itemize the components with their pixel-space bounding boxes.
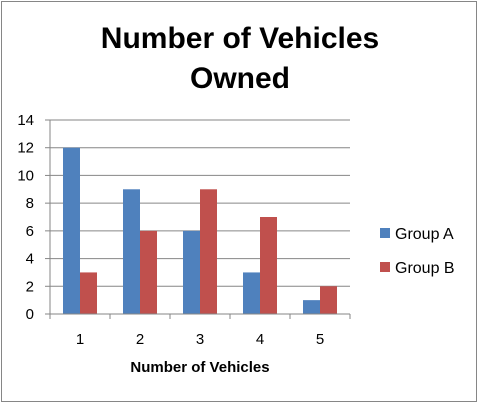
x-tick-label: 5 — [316, 331, 324, 348]
gridlines — [50, 119, 350, 287]
bar-group-b-5 — [320, 286, 337, 314]
bar-group-b-1 — [80, 272, 97, 314]
bar-group-a-4 — [243, 272, 260, 314]
bar-group-b-2 — [140, 230, 157, 314]
legend-label: Group A — [395, 226, 454, 243]
y-tick-label: 10 — [17, 167, 34, 184]
x-tick-label: 1 — [76, 331, 84, 348]
bar-group-a-3 — [183, 230, 200, 314]
y-tick-label: 14 — [17, 112, 34, 129]
bar-group-a-2 — [123, 189, 140, 314]
bar-group-a-5 — [303, 300, 320, 314]
bar-group-b-4 — [260, 217, 277, 314]
x-axis-label: Number of Vehicles — [130, 359, 269, 376]
y-tick-label: 8 — [26, 195, 34, 212]
y-tick-label: 6 — [26, 223, 34, 240]
x-axis: 1 2 3 4 5 — [49, 120, 351, 348]
chart-title-line-1: Number of Vehicles — [101, 22, 379, 55]
y-tick-label: 2 — [26, 278, 34, 295]
legend-label: Group B — [395, 260, 455, 277]
x-tick-label: 3 — [196, 331, 204, 348]
y-tick-label: 0 — [26, 306, 34, 323]
legend-swatch — [380, 262, 390, 272]
bars — [63, 147, 337, 314]
bar-group-b-3 — [200, 189, 217, 314]
y-axis-ticks: 0 2 4 6 8 10 12 14 — [17, 112, 50, 323]
x-tick-label: 4 — [256, 331, 264, 348]
y-tick-label: 12 — [17, 140, 34, 157]
legend: Group A Group B — [380, 226, 455, 277]
legend-swatch — [380, 228, 390, 238]
chart-title-line-2: Owned — [190, 62, 290, 95]
x-tick-label: 2 — [136, 331, 144, 348]
y-tick-label: 4 — [26, 251, 34, 268]
bar-group-a-1 — [63, 147, 80, 314]
